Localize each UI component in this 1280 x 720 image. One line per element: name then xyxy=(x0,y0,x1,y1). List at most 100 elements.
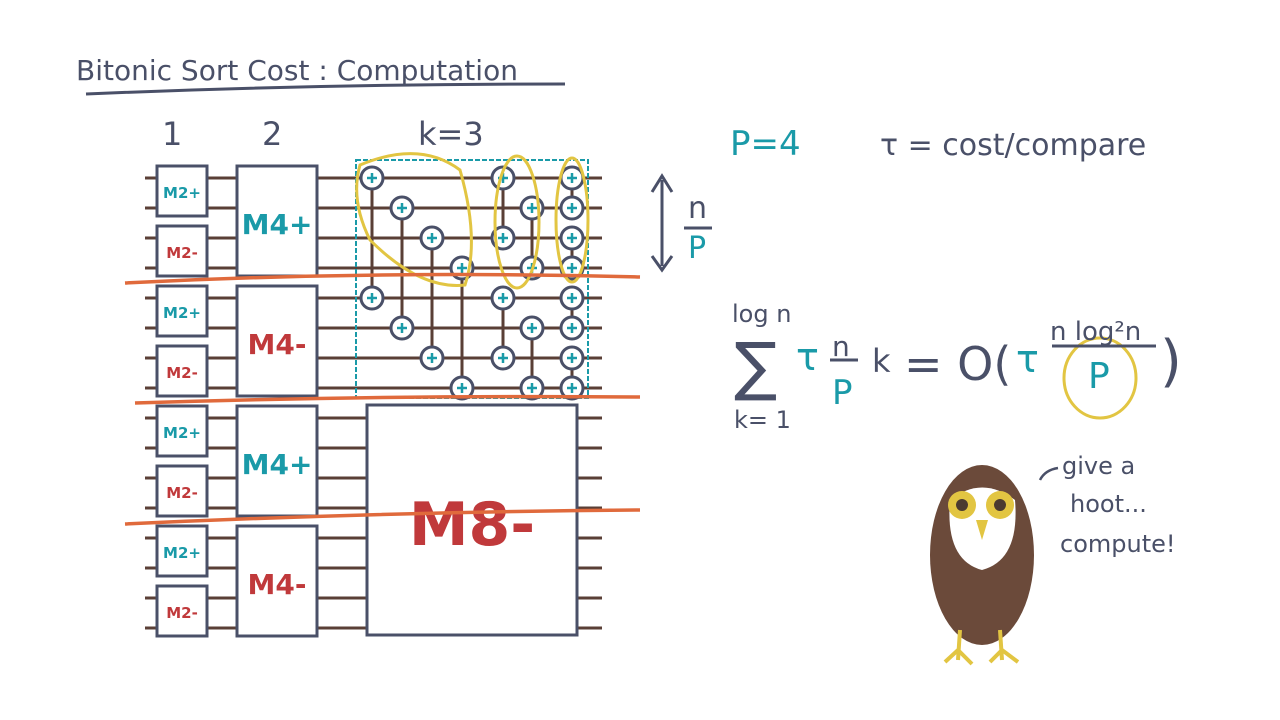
m2-label: M2+ xyxy=(163,544,201,562)
comparator-node-icon xyxy=(559,285,585,311)
boundary-line xyxy=(134,394,641,405)
m2-label: M2- xyxy=(166,484,198,502)
m4-box xyxy=(235,524,319,638)
stage-label-2: 2 xyxy=(262,115,282,153)
highlight-stage-2 xyxy=(493,154,541,290)
m4-box xyxy=(235,164,319,278)
comparator-node-icon xyxy=(519,375,545,401)
formula-frac-num: n xyxy=(832,330,850,363)
highlight-p xyxy=(1062,336,1138,420)
comparator xyxy=(559,285,585,341)
owl-pupil xyxy=(956,499,968,511)
m2-label: M2- xyxy=(166,364,198,382)
m2-box xyxy=(155,224,209,278)
m2-label: M2+ xyxy=(163,424,201,442)
m2-label: M2+ xyxy=(163,184,201,202)
formula-close-paren: ) xyxy=(1160,329,1182,394)
highlight-stage-1 xyxy=(355,152,473,287)
formula-frac-den: P xyxy=(832,373,853,413)
m8-box xyxy=(365,403,579,637)
m2-box xyxy=(155,404,209,458)
processor-boundaries xyxy=(124,272,641,526)
owl-speech-line-2: hoot... xyxy=(1070,490,1147,518)
formula-tau: τ xyxy=(796,335,819,379)
comparator xyxy=(449,255,475,401)
slide-title: Bitonic Sort Cost : Computation xyxy=(76,54,518,87)
comparator-node-icon xyxy=(559,195,585,221)
owl-speech-line-1: give a xyxy=(1062,452,1135,480)
m4-label: M4- xyxy=(248,328,307,361)
m2-label: M2+ xyxy=(163,304,201,322)
comparator-node-icon xyxy=(559,375,585,401)
formula-tau-2: τ xyxy=(1016,337,1039,381)
m2-box xyxy=(155,584,209,638)
comparator-node-icon xyxy=(559,345,585,371)
owl-mascot: give a hoot... compute! xyxy=(930,452,1176,666)
comparator xyxy=(519,195,545,281)
formula-big-num: n log²n xyxy=(1050,317,1141,347)
sum-symbol: ∑ xyxy=(734,330,777,404)
comparator-node-icon xyxy=(389,195,415,221)
m2-box xyxy=(155,284,209,338)
param-p: P=4 xyxy=(730,124,801,164)
m2-box xyxy=(155,524,209,578)
block-size-num: n xyxy=(688,191,707,226)
param-tau: τ = cost/compare xyxy=(880,128,1146,163)
comparator-node-icon xyxy=(490,165,516,191)
comparator-node-icon xyxy=(419,225,445,251)
boundary-line xyxy=(124,508,641,526)
comparator-node-icon xyxy=(449,375,475,401)
owl-pupil xyxy=(994,499,1006,511)
block-size-den: P xyxy=(688,231,706,266)
m2-box xyxy=(155,344,209,398)
comparator-node-icon xyxy=(419,345,445,371)
comparator-node-icon xyxy=(519,315,545,341)
comparator-node-icon xyxy=(490,345,516,371)
comparator xyxy=(559,345,585,401)
formula-equals-o: = O( xyxy=(904,337,1011,391)
title-underline xyxy=(85,82,566,96)
m4-box xyxy=(235,284,319,398)
boundary-line xyxy=(124,272,641,285)
comparator xyxy=(419,225,445,371)
comparator-node-icon xyxy=(490,285,516,311)
comparator xyxy=(519,315,545,401)
comparator-node-icon xyxy=(359,165,385,191)
formula-big-den: P xyxy=(1088,356,1110,397)
comparator-node-icon xyxy=(559,315,585,341)
sorter-boxes: M2+ M2- M2+ M2- M2+ M2- M2+ M2- M4+ M4- M4+ M4- M8- xyxy=(155,164,579,638)
speech-dash xyxy=(1038,466,1059,481)
m2-box xyxy=(155,164,209,218)
owl-beak xyxy=(976,520,988,540)
stage-3-highlight-box xyxy=(355,159,589,399)
sum-upper-limit: log n xyxy=(732,300,791,328)
m2-box xyxy=(155,464,209,518)
comparator xyxy=(559,165,585,221)
m4-box xyxy=(235,404,319,518)
comparator-node-icon xyxy=(389,315,415,341)
cost-formula: log n ∑ k= 1 τ n P k = O( τ n log²n P ) xyxy=(732,300,1182,434)
stage-label-3: k=3 xyxy=(418,115,484,153)
comparator-node-icon xyxy=(359,285,385,311)
m2-label: M2- xyxy=(166,244,198,262)
m4-label: M4+ xyxy=(242,208,313,241)
m4-label: M4+ xyxy=(242,448,313,481)
highlight-circles xyxy=(355,152,1138,420)
m8-label: M8- xyxy=(409,490,535,560)
formula-k: k xyxy=(872,342,891,380)
comparator xyxy=(490,285,516,371)
block-size-arrow: n P xyxy=(650,173,712,273)
m2-label: M2- xyxy=(166,604,198,622)
comparators xyxy=(359,165,585,401)
owl-feet xyxy=(943,629,1020,666)
comparator-node-icon xyxy=(559,225,585,251)
highlight-stage-3 xyxy=(554,156,590,284)
m4-label: M4- xyxy=(248,568,307,601)
comparator-node-icon xyxy=(559,165,585,191)
comparator xyxy=(359,165,385,311)
owl-speech-line-3: compute! xyxy=(1060,530,1176,558)
stage-label-1: 1 xyxy=(162,115,182,153)
arrowheads-icon xyxy=(650,173,674,273)
sum-lower-limit: k= 1 xyxy=(734,406,791,434)
